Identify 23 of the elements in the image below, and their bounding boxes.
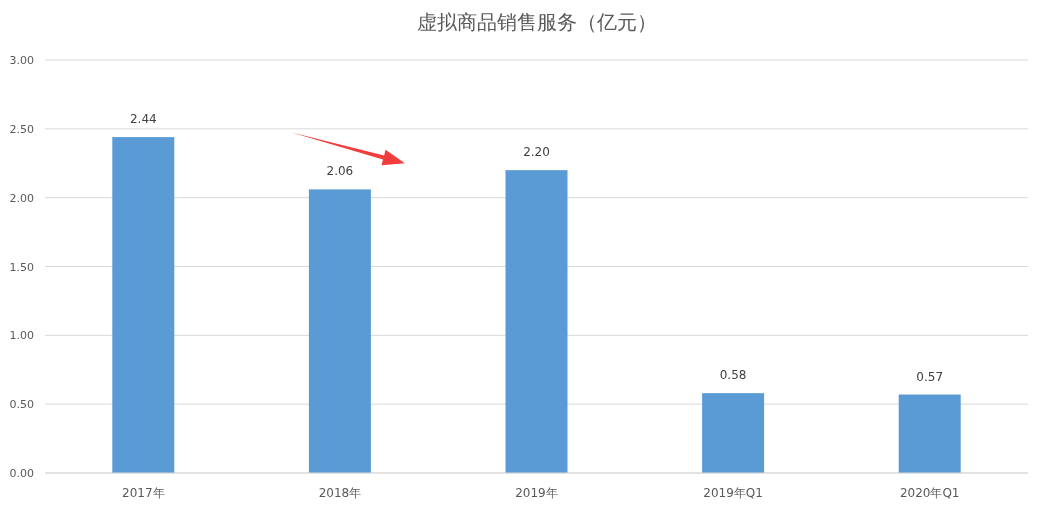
data-label: 0.57: [916, 369, 944, 384]
bar: [702, 393, 765, 473]
bar: [505, 170, 568, 473]
x-tick-label: 2020年Q1: [899, 486, 960, 500]
y-tick-label: 3.00: [9, 54, 34, 67]
bar: [898, 394, 961, 473]
y-tick-label: 0.50: [9, 398, 34, 412]
y-tick-label: 2.50: [9, 122, 34, 136]
data-label: 2.44: [129, 112, 157, 127]
data-label: 0.58: [719, 368, 747, 383]
bar: [308, 189, 371, 473]
x-tick-label: 2018年: [318, 486, 362, 500]
y-tick-label: 1.00: [9, 329, 34, 343]
y-tick-label: 0.00: [9, 467, 34, 480]
data-label: 2.06: [326, 164, 354, 179]
data-label: 2.20: [523, 145, 550, 160]
bar: [112, 137, 175, 473]
x-tick-label: 2017年: [122, 486, 165, 500]
x-tick-label: 2019年: [515, 486, 558, 500]
x-tick-label: 2019年Q1: [703, 486, 763, 500]
y-tick-label: 1.50: [9, 260, 34, 274]
chart-title: 虚拟商品销售服务（亿元）: [416, 10, 657, 34]
y-tick-label: 2.00: [9, 191, 34, 205]
